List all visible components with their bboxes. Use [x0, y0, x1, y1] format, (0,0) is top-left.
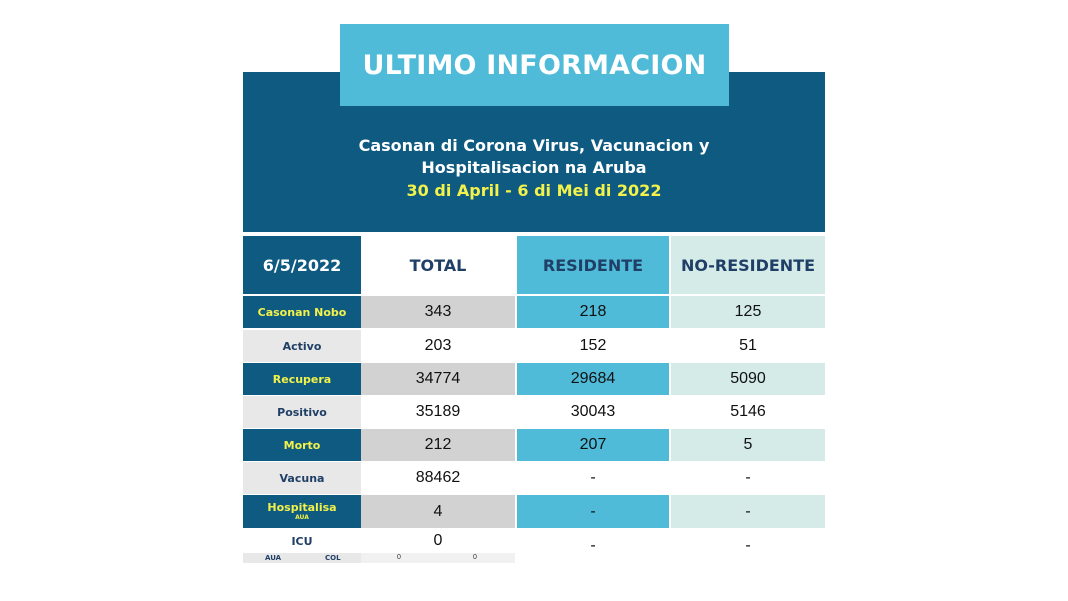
table-cell-total: 0	[361, 530, 515, 552]
table-cell-no-residente: -	[671, 530, 825, 562]
date-range: 30 di April - 6 di Mei di 2022	[406, 181, 662, 200]
row-label-vacuna: Vacuna	[243, 462, 361, 494]
table-cell-residente: 218	[517, 296, 669, 328]
row-label-text: Hospitalisa	[267, 501, 337, 514]
table-cell-no-residente: 5146	[671, 396, 825, 428]
column-header-residente: RESIDENTE	[517, 236, 669, 294]
subtitle: Casonan di Corona Virus, Vacunacion y Ho…	[243, 135, 825, 179]
table-cell-residente: -	[517, 495, 669, 528]
table-cell-total: 4	[361, 495, 515, 528]
row-sublabel: AUA	[295, 514, 309, 521]
table-cell-residente: 207	[517, 429, 669, 461]
table-cell-residente: -	[517, 530, 669, 562]
subtitle-line-2: Hospitalisacion na Aruba	[421, 158, 647, 177]
row-label-positivo: Positivo	[243, 396, 361, 428]
column-header-total: TOTAL	[361, 236, 515, 294]
table-cell-residente: 30043	[517, 396, 669, 428]
table-cell-total: 203	[361, 330, 515, 362]
table-cell-total: 35189	[361, 396, 515, 428]
icu-sub-col-value: 0	[473, 554, 477, 561]
column-header-no-residente: NO-RESIDENTE	[671, 236, 825, 294]
row-label-recupera: Recupera	[243, 363, 361, 395]
table-cell-no-residente: -	[671, 462, 825, 494]
table-cell-total: 212	[361, 429, 515, 461]
page-title: ULTIMO INFORMACION	[340, 24, 729, 106]
table-date: 6/5/2022	[243, 236, 361, 294]
table-cell-no-residente: 5	[671, 429, 825, 461]
row-label-icu: ICU	[243, 530, 361, 552]
table-cell-residente: -	[517, 462, 669, 494]
row-label-casonan-nobo: Casonan Nobo	[243, 296, 361, 328]
table-cell-no-residente: -	[671, 495, 825, 528]
icu-sub-aua-value: 0	[397, 554, 401, 561]
icu-sub-col-label: COL	[325, 554, 341, 562]
icu-subrow-labels: AUA COL	[243, 553, 361, 563]
table-cell-total: 34774	[361, 363, 515, 395]
icu-subrow-values: 0 0	[361, 553, 515, 563]
subtitle-line-1: Casonan di Corona Virus, Vacunacion y	[358, 136, 710, 155]
icu-sub-aua-label: AUA	[265, 554, 282, 562]
table-cell-residente: 152	[517, 330, 669, 362]
table-cell-total: 343	[361, 296, 515, 328]
table-cell-total: 88462	[361, 462, 515, 494]
table-cell-residente: 29684	[517, 363, 669, 395]
row-label-activo: Activo	[243, 330, 361, 362]
table-cell-no-residente: 5090	[671, 363, 825, 395]
row-label-hospitalisa: Hospitalisa AUA	[243, 495, 361, 528]
table-cell-no-residente: 125	[671, 296, 825, 328]
table-cell-no-residente: 51	[671, 330, 825, 362]
row-label-morto: Morto	[243, 429, 361, 461]
